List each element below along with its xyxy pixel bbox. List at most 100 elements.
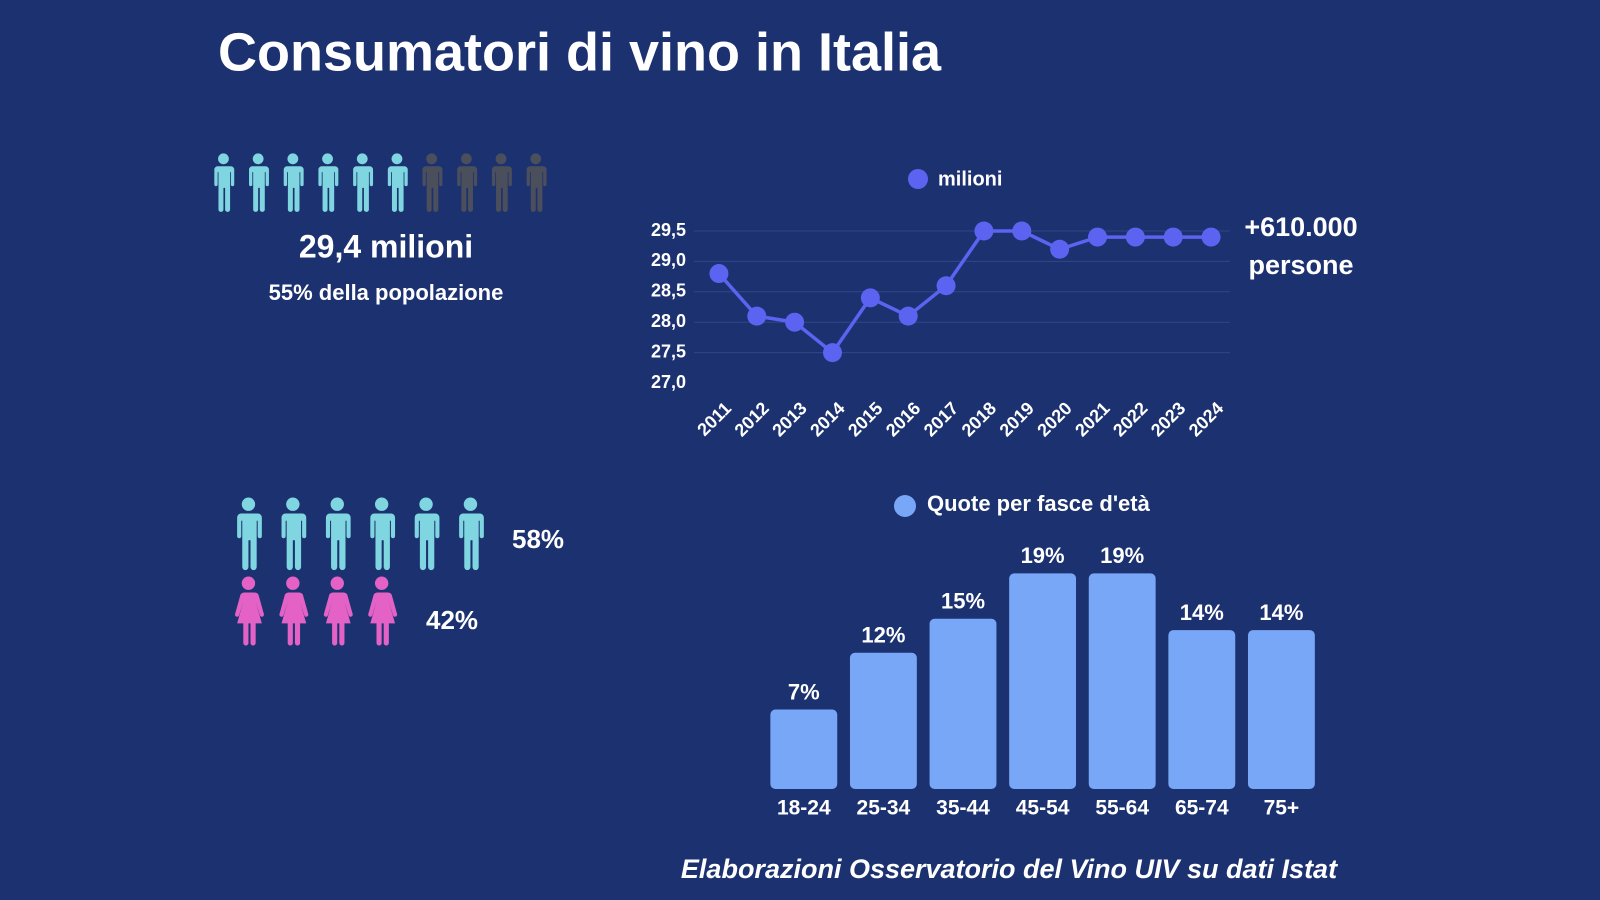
person-head (530, 153, 542, 165)
person-head (330, 497, 344, 511)
value-label: 19% (1100, 543, 1144, 568)
person-head (287, 153, 299, 165)
bar (1088, 573, 1156, 789)
value-label: 15% (941, 589, 985, 614)
person-body (318, 166, 339, 212)
female-share: 42% (426, 605, 478, 635)
annotation: persone (1248, 250, 1353, 280)
x-tick-label: 18-24 (777, 797, 831, 820)
person-body (457, 166, 478, 212)
person-icon (214, 153, 235, 212)
person-icon (237, 497, 262, 571)
person-body (422, 166, 443, 212)
person-icon (249, 153, 269, 212)
line-point (747, 306, 767, 326)
value-label: 19% (1021, 543, 1065, 568)
y-tick-label: 29,0 (651, 250, 686, 270)
line-point (974, 221, 994, 241)
line-point (860, 288, 880, 308)
person-head (374, 497, 389, 511)
person-body (353, 166, 374, 212)
person-icon (526, 153, 547, 212)
legend-label: Quote per fasce d'età (927, 491, 1151, 516)
bar (1247, 630, 1315, 789)
person-body (323, 592, 353, 646)
male-share: 58% (512, 524, 564, 554)
population-share: 55% della popolazione (269, 280, 504, 305)
x-tick-label: 25-34 (857, 797, 911, 820)
person-body (370, 513, 396, 571)
person-icon (281, 497, 307, 571)
person-body (491, 166, 512, 212)
y-tick-label: 27,0 (651, 372, 686, 392)
person-icon (323, 576, 353, 646)
person-body (325, 513, 351, 571)
person-icon (414, 497, 440, 571)
person-head (241, 497, 256, 511)
page-title: Consumatori di vino in Italia (218, 22, 942, 82)
y-tick-label: 28,5 (651, 281, 686, 301)
person-icon (279, 576, 309, 646)
bar (1168, 630, 1236, 789)
person-head (286, 497, 300, 511)
person-body (526, 166, 547, 212)
line-point (1012, 221, 1032, 241)
value-label: 14% (1180, 600, 1224, 625)
person-icon (422, 153, 443, 212)
person-head (330, 576, 344, 590)
person-body (459, 513, 484, 571)
x-tick-label: 35-44 (936, 797, 990, 820)
person-body (387, 166, 408, 212)
y-tick-label: 27,5 (651, 341, 686, 361)
person-icon (457, 153, 478, 212)
legend-marker (894, 495, 916, 517)
person-head (356, 153, 368, 165)
person-icon (459, 497, 484, 571)
line-point (785, 312, 805, 332)
person-body (234, 592, 264, 646)
person-head (463, 497, 478, 511)
line-point (1201, 227, 1221, 247)
line-point (936, 276, 956, 296)
person-head (495, 153, 507, 165)
x-tick-label: 75+ (1264, 797, 1300, 820)
line-point (709, 264, 729, 284)
legend-marker (908, 169, 928, 189)
person-head (322, 153, 333, 165)
line-point (1050, 239, 1070, 259)
person-head (460, 153, 472, 165)
person-body (368, 592, 398, 646)
value-label: 12% (861, 623, 905, 648)
person-head (426, 153, 438, 165)
bar (849, 652, 917, 789)
person-icon (325, 497, 351, 571)
person-body (283, 166, 304, 212)
line-point (823, 343, 842, 363)
x-tick-label: 55-64 (1095, 797, 1149, 820)
y-tick-label: 28,0 (651, 311, 686, 331)
person-icon (283, 153, 304, 212)
line-point (1088, 227, 1107, 247)
bar (929, 618, 997, 789)
legend-label: milioni (938, 168, 1002, 190)
person-head (419, 497, 433, 511)
x-tick-label: 65-74 (1175, 797, 1229, 820)
population-total: 29,4 milioni (299, 228, 473, 264)
person-head (391, 153, 403, 165)
person-body (281, 513, 307, 571)
bar (770, 709, 838, 789)
person-body (279, 592, 309, 646)
value-label: 7% (788, 679, 820, 704)
person-body (249, 166, 269, 212)
person-icon (491, 153, 512, 212)
person-icon (368, 576, 398, 646)
person-icon (370, 497, 396, 571)
person-head (286, 576, 300, 590)
line-point (1163, 227, 1183, 247)
person-body (214, 166, 235, 212)
person-head (374, 576, 389, 590)
person-icon (353, 153, 374, 212)
line-point (1125, 227, 1145, 247)
x-tick-label: 45-54 (1016, 797, 1070, 820)
